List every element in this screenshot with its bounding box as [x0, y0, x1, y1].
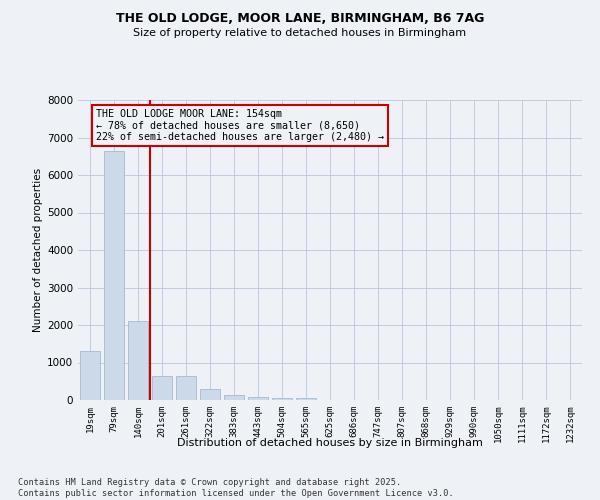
Bar	[272, 398, 292, 400]
Bar	[200, 389, 220, 400]
Text: THE OLD LODGE MOOR LANE: 154sqm
← 78% of detached houses are smaller (8,650)
22%: THE OLD LODGE MOOR LANE: 154sqm ← 78% of…	[95, 109, 383, 142]
Text: Size of property relative to detached houses in Birmingham: Size of property relative to detached ho…	[133, 28, 467, 38]
Text: Distribution of detached houses by size in Birmingham: Distribution of detached houses by size …	[177, 438, 483, 448]
Bar	[296, 398, 316, 400]
Text: Contains HM Land Registry data © Crown copyright and database right 2025.
Contai: Contains HM Land Registry data © Crown c…	[18, 478, 454, 498]
Text: THE OLD LODGE, MOOR LANE, BIRMINGHAM, B6 7AG: THE OLD LODGE, MOOR LANE, BIRMINGHAM, B6…	[116, 12, 484, 26]
Bar	[248, 397, 268, 400]
Y-axis label: Number of detached properties: Number of detached properties	[33, 168, 43, 332]
Bar	[80, 351, 100, 400]
Bar	[104, 150, 124, 400]
Bar	[152, 376, 172, 400]
Bar	[176, 376, 196, 400]
Bar	[224, 395, 244, 400]
Bar	[128, 322, 148, 400]
